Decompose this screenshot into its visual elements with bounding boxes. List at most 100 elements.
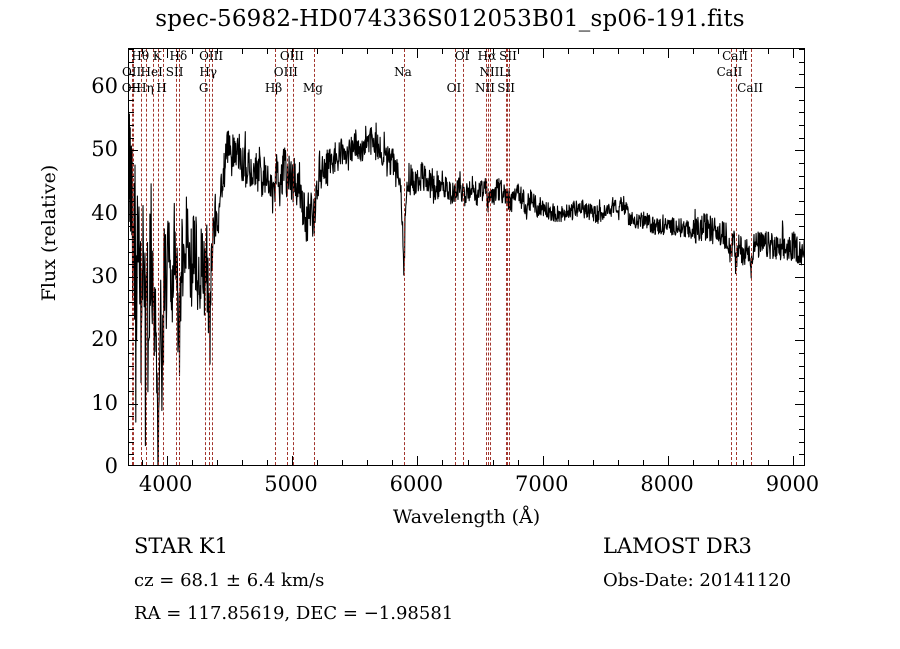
- tick-mark: [492, 460, 494, 465]
- spectral-line-marker: [175, 49, 178, 465]
- tick-mark: [567, 49, 569, 54]
- tick-mark: [129, 87, 138, 88]
- tick-mark: [799, 353, 804, 354]
- tick-mark: [799, 226, 804, 228]
- spectral-line-label: OII: [121, 65, 142, 79]
- tick-mark: [799, 416, 804, 418]
- spectrum-path: [129, 113, 804, 465]
- spectral-line-marker: [141, 49, 143, 465]
- tick-mark: [718, 49, 720, 54]
- tick-mark: [317, 460, 319, 465]
- spectral-line-marker: [145, 49, 148, 465]
- tick-mark: [129, 365, 134, 367]
- tick-mark: [799, 391, 804, 392]
- tick-mark: [799, 125, 804, 126]
- tick-mark: [392, 49, 394, 54]
- spectral-line-marker: [212, 49, 214, 465]
- spectral-line-label: Li: [499, 65, 511, 79]
- spectral-line-label: Hη: [136, 81, 154, 95]
- spectral-line-marker: [751, 49, 753, 465]
- tick-mark: [768, 49, 770, 54]
- spectral-line-marker: [209, 49, 211, 465]
- tick-mark: [129, 213, 138, 215]
- spectral-line-label: Hα: [477, 49, 497, 63]
- tick-mark: [643, 460, 645, 465]
- tick-mark: [799, 137, 804, 139]
- spectral-line-marker: [507, 49, 509, 465]
- tick-mark: [768, 460, 770, 465]
- page-title: spec-56982-HD074336S012053B01_sp06-191.f…: [155, 6, 745, 32]
- tick-mark: [799, 74, 804, 76]
- spectral-line-label: Hγ: [199, 65, 218, 79]
- tick-mark: [542, 456, 544, 465]
- x-tick-label: 8000: [640, 472, 694, 496]
- tick-mark: [793, 456, 795, 465]
- spectral-line-marker: [462, 49, 465, 465]
- tick-mark: [799, 49, 804, 50]
- tick-mark: [191, 49, 193, 54]
- tick-mark: [442, 49, 444, 54]
- tick-mark: [129, 277, 138, 278]
- spectral-line-label: OIII: [199, 49, 224, 63]
- tick-mark: [617, 49, 619, 54]
- tick-mark: [166, 456, 168, 465]
- tick-mark: [129, 137, 134, 139]
- tick-mark: [129, 391, 134, 392]
- tick-mark: [241, 460, 243, 465]
- x-tick-label: 6000: [389, 472, 444, 496]
- tick-mark: [799, 99, 804, 101]
- y-tick-label: 50: [91, 137, 118, 162]
- tick-mark: [693, 49, 695, 54]
- spectral-line-marker: [158, 49, 160, 465]
- spectral-line-label: CaII: [737, 81, 763, 95]
- tick-mark: [799, 163, 804, 164]
- tick-mark: [417, 456, 419, 465]
- tick-mark: [141, 460, 143, 465]
- tick-mark: [141, 49, 143, 54]
- x-tick-label: 4000: [138, 472, 193, 496]
- tick-mark: [517, 49, 519, 54]
- tick-mark: [668, 456, 670, 465]
- spectral-line-label: Na: [394, 65, 412, 79]
- tick-mark: [367, 460, 369, 465]
- tick-mark: [129, 429, 134, 430]
- tick-mark: [743, 49, 745, 54]
- redshift-velocity-label: cz = 68.1 ± 6.4 km/s: [134, 570, 325, 591]
- tick-mark: [129, 188, 134, 190]
- spectral-line-marker: [152, 49, 155, 465]
- spectral-line-label: OIII: [279, 49, 304, 63]
- tick-mark: [743, 460, 745, 465]
- tick-mark: [793, 49, 795, 58]
- tick-mark: [542, 49, 544, 58]
- tick-mark: [668, 49, 670, 58]
- tick-mark: [799, 251, 804, 253]
- tick-mark: [392, 460, 394, 465]
- tick-mark: [216, 49, 218, 54]
- tick-mark: [799, 315, 804, 316]
- spectral-line-label: CaII: [722, 49, 748, 63]
- spectral-line-label: H: [156, 81, 167, 95]
- tick-mark: [799, 365, 804, 367]
- spectral-line-marker: [508, 49, 511, 465]
- tick-mark: [266, 49, 268, 54]
- tick-mark: [417, 49, 419, 58]
- y-tick-label: 60: [91, 74, 118, 98]
- spectral-line-marker: [730, 49, 733, 465]
- tick-mark: [129, 353, 134, 354]
- spectral-line-label: Hδ: [169, 49, 188, 63]
- spectral-line-label: SII: [499, 49, 517, 63]
- tick-mark: [216, 460, 218, 465]
- spectral-line-label: SII: [497, 81, 515, 95]
- coordinates-label: RA = 117.85619, DEC = −1.98581: [134, 603, 454, 624]
- tick-mark: [129, 454, 134, 456]
- tick-mark: [129, 289, 134, 291]
- tick-mark: [129, 251, 134, 253]
- tick-mark: [567, 460, 569, 465]
- spectral-line-marker: [490, 49, 492, 465]
- spectral-line-marker: [132, 49, 135, 465]
- tick-mark: [799, 112, 804, 114]
- tick-mark: [129, 302, 134, 304]
- spectral-line-label: Hθ: [131, 49, 150, 63]
- spectral-line-label: OI: [454, 49, 470, 63]
- spectral-line-label: CaII: [716, 65, 743, 79]
